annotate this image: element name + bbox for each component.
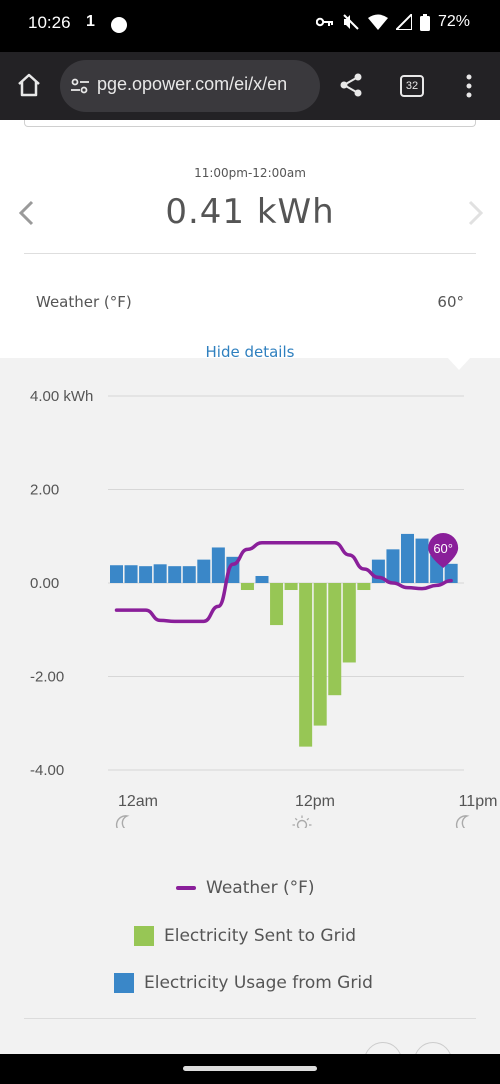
legend-label: Electricity Sent to Grid bbox=[164, 926, 357, 946]
divider bbox=[24, 253, 476, 254]
weather-value: 60° bbox=[437, 293, 464, 311]
key-icon bbox=[315, 17, 333, 27]
sent-to-grid-bar bbox=[357, 583, 371, 591]
status-bar: 10:26 1 72% bbox=[0, 0, 500, 52]
battery-percent: 72% bbox=[437, 13, 470, 30]
x-tick-label: 11pm bbox=[459, 793, 498, 810]
usage-bar bbox=[197, 559, 211, 583]
status-icons: 72% bbox=[315, 13, 470, 31]
url-text[interactable]: pge.opower.com/ei/x/en bbox=[97, 74, 288, 94]
sent-to-grid-bar bbox=[270, 583, 284, 626]
address-bar[interactable]: pge.opower.com/ei/x/en bbox=[60, 60, 320, 112]
legend-label: Weather (°F) bbox=[206, 878, 315, 898]
sun-ray bbox=[294, 817, 298, 821]
sent-to-grid-bar bbox=[328, 583, 342, 696]
top-field-edge bbox=[24, 120, 476, 127]
selected-time-range: 11:00pm-12:00am bbox=[194, 166, 306, 180]
notification-count: 1 bbox=[86, 13, 95, 30]
gesture-handle[interactable] bbox=[183, 1066, 317, 1071]
usage-bar bbox=[401, 533, 414, 583]
usage-bar bbox=[153, 564, 167, 583]
sun-icon bbox=[296, 819, 308, 828]
legend-green-swatch bbox=[134, 926, 154, 946]
legend-item-weather: Weather (°F) bbox=[176, 878, 315, 898]
usage-chart: 4.00 kWh 2.00 0.00 -2.00 -4.00 60° 12am 12pm 11p… bbox=[30, 388, 498, 828]
notification-dot-icon bbox=[111, 17, 127, 33]
sun-ray bbox=[306, 817, 310, 821]
usage-bar bbox=[110, 565, 123, 583]
selected-weather-marker bbox=[428, 532, 459, 568]
sent-to-grid-bar bbox=[299, 583, 313, 747]
card-pointer bbox=[446, 356, 472, 370]
page-content: 11:00pm-12:00am 0.41 kWh Weather (°F) 60… bbox=[0, 120, 500, 1054]
signal-icon bbox=[395, 14, 412, 30]
usage-bar bbox=[139, 566, 153, 583]
site-settings-icon[interactable] bbox=[70, 76, 90, 96]
x-tick-label: 12pm bbox=[295, 793, 335, 810]
legend-item-usage: Electricity Usage from Grid bbox=[114, 973, 373, 993]
moon-icon bbox=[455, 815, 470, 828]
usage-bar bbox=[211, 547, 225, 583]
sent-to-grid-bar bbox=[284, 583, 298, 591]
mute-icon bbox=[343, 14, 359, 30]
browser-toolbar: pge.opower.com/ei/x/en 32 bbox=[0, 52, 500, 120]
share-icon[interactable] bbox=[338, 72, 364, 98]
usage-bar bbox=[124, 565, 138, 583]
previous-arrow-icon[interactable] bbox=[16, 198, 36, 228]
usage-bar bbox=[168, 566, 182, 583]
home-icon[interactable] bbox=[14, 70, 44, 100]
system-nav-bar bbox=[0, 1054, 500, 1084]
y-tick-label: -2.00 bbox=[30, 669, 64, 686]
next-arrow-icon[interactable] bbox=[466, 198, 486, 228]
legend-item-sent: Electricity Sent to Grid bbox=[134, 926, 356, 946]
usage-bar bbox=[255, 575, 269, 583]
usage-bar bbox=[415, 538, 429, 583]
weather-label: Weather (°F) bbox=[36, 293, 132, 311]
hide-details-link[interactable]: Hide details bbox=[205, 343, 295, 361]
wifi-icon bbox=[367, 14, 388, 30]
sent-to-grid-bar bbox=[342, 583, 356, 663]
battery-icon bbox=[419, 13, 430, 31]
more-menu-icon[interactable] bbox=[465, 74, 473, 98]
x-tick-label: 12am bbox=[118, 793, 158, 810]
usage-bar bbox=[182, 566, 196, 583]
y-tick-label: 2.00 bbox=[30, 482, 59, 499]
y-tick-label: 4.00 kWh bbox=[30, 388, 93, 405]
tab-switcher-button[interactable]: 32 bbox=[400, 75, 424, 97]
legend-label: Electricity Usage from Grid bbox=[144, 973, 373, 993]
selected-weather-label: 60° bbox=[433, 541, 453, 556]
round-button[interactable] bbox=[414, 1042, 452, 1054]
y-tick-label: -4.00 bbox=[30, 762, 64, 779]
legend-blue-swatch bbox=[114, 973, 134, 993]
usage-summary-card: 11:00pm-12:00am 0.41 kWh Weather (°F) 60… bbox=[0, 140, 500, 361]
usage-bar bbox=[444, 563, 458, 583]
moon-icon bbox=[115, 815, 130, 828]
weather-line bbox=[114, 541, 453, 624]
sent-to-grid-bar bbox=[240, 583, 254, 591]
status-time: 10:26 bbox=[28, 13, 71, 32]
legend-line-swatch bbox=[176, 886, 196, 890]
usage-bar bbox=[386, 549, 400, 583]
round-button[interactable] bbox=[364, 1042, 402, 1054]
selected-usage-value: 0.41 kWh bbox=[165, 192, 335, 232]
y-tick-label: 0.00 bbox=[30, 575, 59, 592]
sent-to-grid-bar bbox=[313, 583, 327, 726]
divider bbox=[24, 1018, 476, 1019]
